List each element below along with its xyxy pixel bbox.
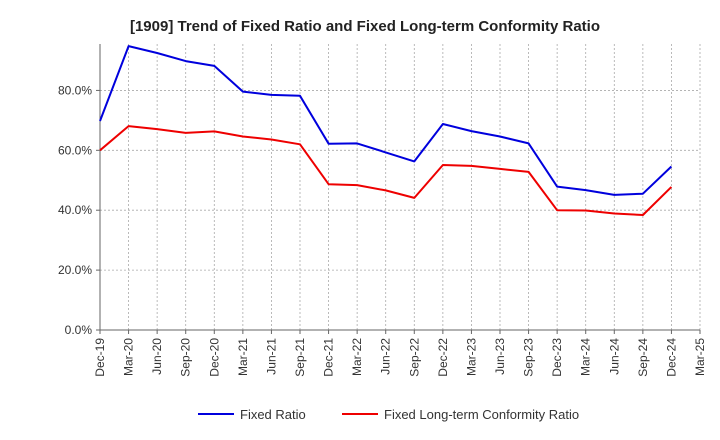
x-tick-label: Dec-20 <box>207 338 221 377</box>
y-tick-label: 60.0% <box>58 143 92 157</box>
x-tick-label: Dec-21 <box>322 338 336 377</box>
legend-label-2: Fixed Long-term Conformity Ratio <box>384 407 579 422</box>
y-tick-label: 80.0% <box>58 83 92 97</box>
x-tick-label: Jun-20 <box>150 338 164 375</box>
x-tick-label: Dec-22 <box>436 338 450 377</box>
axes <box>99 44 700 331</box>
legend-label-1: Fixed Ratio <box>240 407 306 422</box>
x-tick-label: Sep-23 <box>522 338 536 377</box>
x-tick-label: Jun-22 <box>379 338 393 375</box>
grid-lines <box>100 44 701 330</box>
y-tick-label: 20.0% <box>58 263 92 277</box>
x-tick-label: Mar-22 <box>350 338 364 376</box>
x-axis-ticks: Dec-19 Mar-20 Jun-20 Sep-20 Dec-20 Mar-21 Jun-… <box>93 330 707 377</box>
x-tick-label: Mar-21 <box>236 338 250 376</box>
x-tick-label: Sep-22 <box>407 338 421 377</box>
x-tick-label: Jun-23 <box>493 338 507 375</box>
chart-title: [1909] Trend of Fixed Ratio and Fixed Lo… <box>130 18 600 35</box>
y-axis-ticks: 0.0% 20.0% 40.0% 60.0% 80.0% <box>58 83 100 337</box>
series-line-1 <box>99 45 673 196</box>
legend: Fixed Ratio Fixed Long-term Conformity Ra… <box>198 407 579 422</box>
x-tick-label: Dec-24 <box>664 338 678 377</box>
y-tick-label: 40.0% <box>58 203 92 217</box>
x-tick-label: Sep-24 <box>636 338 650 377</box>
x-tick-label: Jun-21 <box>264 338 278 375</box>
x-tick-label: Jun-24 <box>607 338 621 375</box>
x-tick-label: Sep-20 <box>179 338 193 377</box>
x-tick-label: Dec-19 <box>93 338 107 377</box>
x-tick-label: Sep-21 <box>293 338 307 377</box>
x-tick-label: Mar-24 <box>579 338 593 376</box>
x-tick-label: Mar-20 <box>122 338 136 376</box>
x-tick-label: Mar-23 <box>464 338 478 376</box>
x-tick-label: Dec-23 <box>550 338 564 377</box>
x-tick-label: Mar-25 <box>693 338 707 376</box>
series-line-2 <box>99 125 673 216</box>
y-tick-label: 0.0% <box>65 323 93 337</box>
series-lines <box>99 45 673 216</box>
